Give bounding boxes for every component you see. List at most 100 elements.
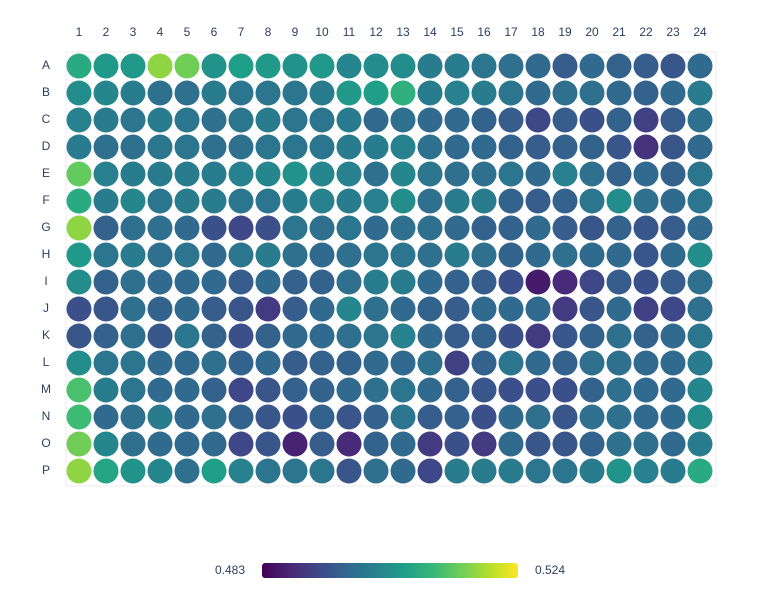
well (444, 377, 470, 403)
well (606, 404, 632, 430)
well (525, 404, 551, 430)
well (471, 188, 497, 214)
well (201, 458, 227, 484)
colorbar-min-label: 0.483 (215, 563, 245, 577)
well (660, 296, 686, 322)
well (417, 215, 443, 241)
well (282, 188, 308, 214)
well (282, 80, 308, 106)
well (633, 296, 659, 322)
well (687, 134, 713, 160)
well (255, 53, 281, 79)
row-label: F (42, 193, 49, 207)
well (444, 80, 470, 106)
well (444, 431, 470, 457)
well (363, 377, 389, 403)
well (309, 323, 335, 349)
well (660, 53, 686, 79)
well (363, 404, 389, 430)
well (336, 404, 362, 430)
row-label: B (42, 85, 50, 99)
well (336, 350, 362, 376)
well (552, 107, 578, 133)
column-label: 10 (315, 25, 329, 39)
well (390, 188, 416, 214)
well (363, 323, 389, 349)
well (552, 269, 578, 295)
row-label: P (42, 463, 50, 477)
well (471, 107, 497, 133)
well (66, 431, 92, 457)
well (606, 269, 632, 295)
well (444, 188, 470, 214)
well (147, 107, 173, 133)
column-label: 8 (265, 25, 272, 39)
well (660, 350, 686, 376)
well (687, 404, 713, 430)
well (174, 161, 200, 187)
well (255, 80, 281, 106)
well (525, 188, 551, 214)
well (93, 161, 119, 187)
well (471, 431, 497, 457)
well (120, 134, 146, 160)
well (174, 80, 200, 106)
well (201, 404, 227, 430)
row-label: G (41, 220, 50, 234)
row-label: H (42, 247, 51, 261)
well (471, 296, 497, 322)
well (471, 350, 497, 376)
well (417, 350, 443, 376)
well (174, 188, 200, 214)
well (174, 269, 200, 295)
well (309, 404, 335, 430)
well (390, 296, 416, 322)
well (633, 458, 659, 484)
column-label: 20 (585, 25, 599, 39)
well (444, 404, 470, 430)
well (417, 404, 443, 430)
well (228, 215, 254, 241)
well (471, 161, 497, 187)
well (633, 242, 659, 268)
well (687, 431, 713, 457)
well (417, 242, 443, 268)
well (282, 215, 308, 241)
well (687, 80, 713, 106)
well (309, 458, 335, 484)
well (633, 215, 659, 241)
well (228, 323, 254, 349)
column-label: 22 (639, 25, 653, 39)
well (66, 188, 92, 214)
well (336, 161, 362, 187)
well (174, 431, 200, 457)
well (66, 323, 92, 349)
well (417, 269, 443, 295)
well (525, 350, 551, 376)
row-label: E (42, 166, 50, 180)
well (660, 188, 686, 214)
well (93, 107, 119, 133)
well (363, 134, 389, 160)
well (687, 377, 713, 403)
well (201, 431, 227, 457)
well (282, 53, 308, 79)
well (66, 458, 92, 484)
well (363, 107, 389, 133)
well (498, 323, 524, 349)
well (498, 296, 524, 322)
well (93, 80, 119, 106)
well (579, 242, 605, 268)
well (552, 134, 578, 160)
well (606, 296, 632, 322)
well (417, 458, 443, 484)
row-label: O (41, 436, 50, 450)
well (687, 296, 713, 322)
well (687, 161, 713, 187)
row-label: L (43, 355, 50, 369)
well (66, 269, 92, 295)
well (363, 215, 389, 241)
well (687, 215, 713, 241)
well (579, 161, 605, 187)
well (228, 296, 254, 322)
